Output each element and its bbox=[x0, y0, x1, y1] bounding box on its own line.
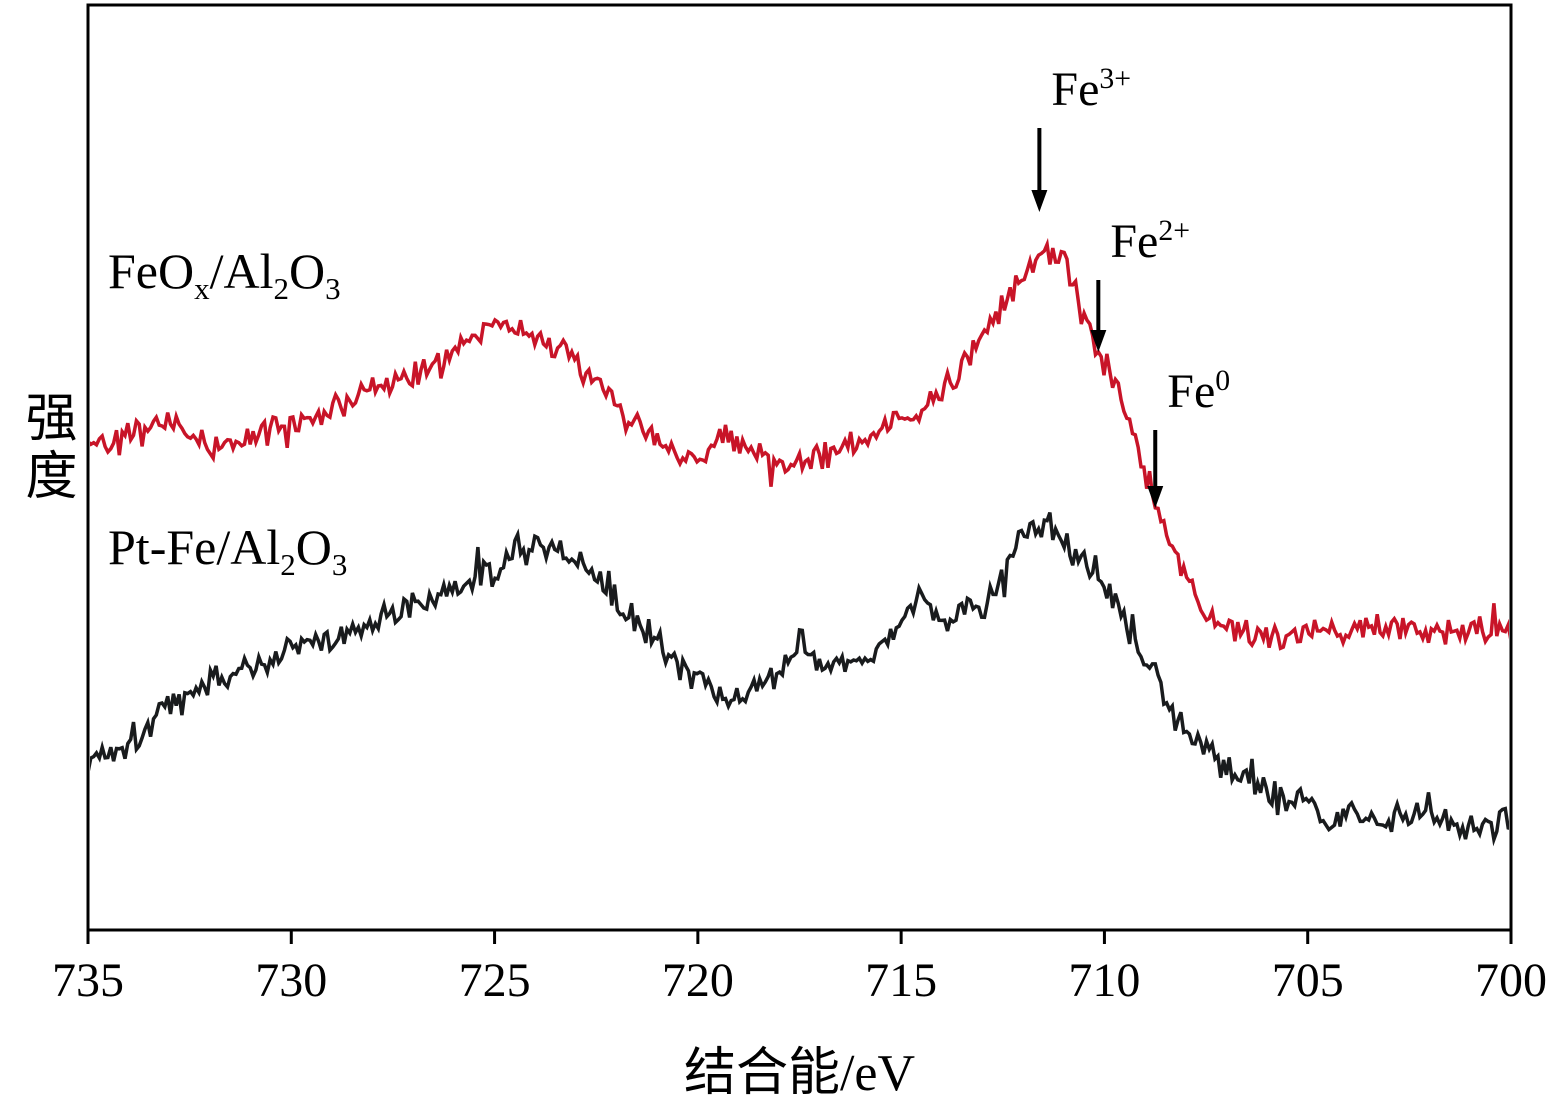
series-label-ptfe-al2o3: Pt-Fe/Al2O3 bbox=[108, 518, 347, 583]
annotation-sup: 2+ bbox=[1158, 214, 1190, 247]
annotation-text: Fe bbox=[1167, 365, 1216, 418]
series-label-text: /Al bbox=[209, 243, 274, 299]
x-axis-label: 结合能/eV bbox=[683, 1045, 916, 1102]
series-label-text: O bbox=[289, 243, 326, 299]
annotation-arrowhead bbox=[1090, 330, 1107, 352]
annotation-text: Fe bbox=[1051, 63, 1100, 116]
series-curve-feox-al2o3 bbox=[90, 237, 1509, 651]
x-tick-label: 725 bbox=[459, 954, 531, 1007]
annotation-fe2plus: Fe2+ bbox=[1110, 214, 1190, 269]
annotation-arrowhead bbox=[1031, 190, 1048, 212]
annotation-sup: 3+ bbox=[1099, 62, 1132, 95]
annotation-fe0: Fe0 bbox=[1167, 364, 1230, 419]
annotation-text: Fe bbox=[1110, 215, 1159, 268]
series-label-sub: 2 bbox=[273, 271, 290, 306]
series-curve-ptfe-al2o3 bbox=[90, 512, 1509, 847]
plot-border bbox=[86, 3, 1513, 932]
annotation-fe3plus: Fe3+ bbox=[1051, 62, 1131, 117]
x-tick-label: 700 bbox=[1475, 954, 1547, 1007]
annotation-arrowhead bbox=[1147, 486, 1164, 508]
series-label-text: O bbox=[295, 519, 332, 575]
x-tick-label: 735 bbox=[52, 954, 124, 1007]
series-label-text: Pt-Fe/Al bbox=[108, 519, 281, 575]
series-label-sub: x bbox=[194, 271, 210, 306]
x-tick-label: 710 bbox=[1068, 954, 1140, 1007]
x-tick-label: 705 bbox=[1272, 954, 1344, 1007]
x-tick-label: 720 bbox=[662, 954, 734, 1007]
series-label-sub: 3 bbox=[325, 271, 341, 306]
x-tick-label: 730 bbox=[255, 954, 327, 1007]
x-tick-label: 715 bbox=[865, 954, 937, 1007]
series-label-sub: 3 bbox=[331, 547, 348, 582]
series-label-sub: 2 bbox=[280, 547, 296, 582]
series-label-feox-al2o3: FeOx/Al2O3 bbox=[108, 242, 341, 307]
annotation-sup: 0 bbox=[1215, 364, 1231, 397]
series-label-text: FeO bbox=[108, 243, 195, 299]
y-axis-label: 强度 bbox=[17, 390, 74, 506]
